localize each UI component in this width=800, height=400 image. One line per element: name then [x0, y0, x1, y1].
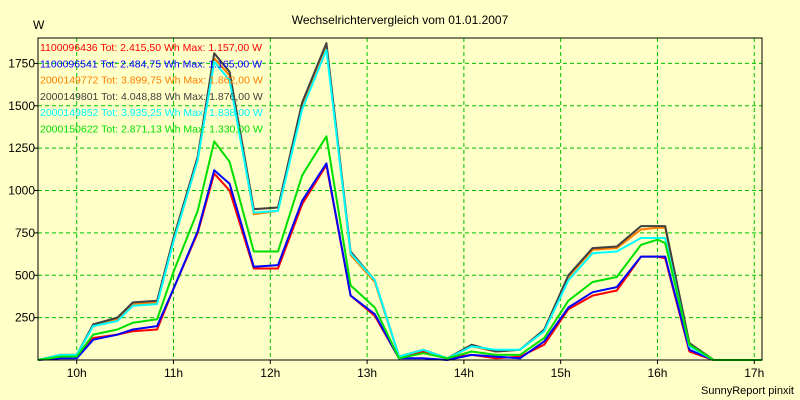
x-tick-label: 14h	[454, 366, 474, 380]
x-tick-label: 15h	[551, 366, 571, 380]
credit-label: SunnyReport pinxit	[701, 385, 794, 397]
x-tick-label: 10h	[67, 366, 87, 380]
x-tick-label: 12h	[260, 366, 280, 380]
series-line-1100096541	[37, 162, 762, 361]
series-line-2000150622	[37, 135, 762, 361]
legend-entry-2000149772: 2000149772 Tot: 3.899,75 Wh Max: 1.862,0…	[40, 75, 263, 87]
x-tick-label: 13h	[357, 366, 377, 380]
legend-entry-1100096436: 1100096436 Tot: 2.415,50 Wh Max: 1.157,0…	[40, 42, 262, 54]
x-tick-label: 11h	[164, 366, 183, 380]
y-tick-label: 500	[15, 268, 35, 282]
legend-entry-2000149801: 2000149801 Tot: 4.048,88 Wh Max: 1.876,0…	[40, 91, 263, 103]
y-axis-label: W	[33, 18, 45, 32]
x-tick-label: 16h	[647, 366, 667, 380]
y-tick-label: 750	[15, 226, 35, 240]
legend-entry-1100096541: 1100096541 Tot: 2.484,75 Wh Max: 1.165,0…	[40, 58, 262, 70]
legend-entry-2000150622: 2000150622 Tot: 2.871,13 Wh Max: 1.330,0…	[40, 124, 263, 136]
y-axis: 250 500 750 1000 1250 1500 1750	[8, 56, 38, 325]
x-axis: 10h 11h 12h 13h 14h 15h 16h 17h	[67, 360, 764, 380]
y-tick-label: 1250	[8, 141, 35, 155]
chart-title: Wechselrichtervergleich vom 01.01.2007	[292, 13, 509, 27]
y-tick-label: 1750	[8, 56, 35, 70]
grid	[38, 38, 762, 360]
series-line-1100096436	[37, 164, 762, 361]
x-tick-label: 17h	[744, 366, 764, 380]
y-tick-label: 250	[15, 311, 35, 325]
y-tick-label: 1500	[8, 99, 35, 113]
y-tick-label: 1000	[8, 184, 35, 198]
series-lines	[37, 42, 762, 361]
legend: 1100096436 Tot: 2.415,50 Wh Max: 1.157,0…	[40, 42, 263, 136]
plot-frame	[37, 37, 763, 361]
series-line-2000149852	[37, 48, 762, 361]
legend-entry-2000149852: 2000149852 Tot: 3.935,25 Wh Max: 1.838,0…	[40, 107, 263, 119]
